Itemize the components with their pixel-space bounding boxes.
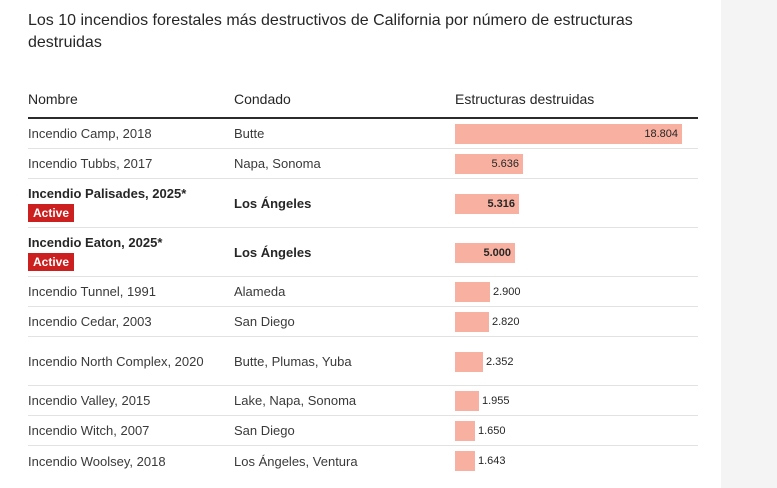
county-cell: Butte bbox=[234, 126, 265, 141]
fire-name-cell: Incendio Witch, 2007 bbox=[28, 416, 218, 445]
fire-name: Incendio Tunnel, 1991 bbox=[28, 284, 156, 299]
fire-name: Incendio Tubbs, 2017 bbox=[28, 156, 153, 171]
table-body: Incendio Camp, 2018 Butte 18.804 Incendio T… bbox=[28, 119, 698, 476]
data-label: 2.352 bbox=[486, 356, 514, 368]
fire-name: Incendio Eaton, 2025* bbox=[28, 235, 163, 250]
data-label: 1.643 bbox=[478, 455, 506, 467]
table-row: Incendio Woolsey, 2018 Los Ángeles, Ventu… bbox=[28, 446, 698, 476]
table-header: Nombre Condado Estructuras destruidas bbox=[28, 91, 698, 113]
fire-name-cell: Incendio Palisades, 2025* Active bbox=[28, 179, 218, 227]
table-row: Incendio Witch, 2007 San Diego 1.650 bbox=[28, 416, 698, 446]
fire-name-cell: Incendio Woolsey, 2018 bbox=[28, 446, 218, 476]
data-label: 18.804 bbox=[644, 128, 678, 140]
table-row: Incendio North Complex, 2020 Butte, Pluma… bbox=[28, 337, 698, 386]
bar-cell: 1.643 bbox=[455, 446, 698, 476]
chart-card: Los 10 incendios forestales más destruct… bbox=[0, 0, 721, 488]
county-cell: Butte, Plumas, Yuba bbox=[234, 353, 352, 369]
data-bar bbox=[455, 243, 515, 263]
data-bar bbox=[455, 421, 475, 441]
data-bar bbox=[455, 352, 483, 372]
table-row: Incendio Palisades, 2025* Active Los Ángel… bbox=[28, 179, 698, 228]
fire-name: Incendio Cedar, 2003 bbox=[28, 314, 152, 329]
active-badge: Active bbox=[28, 253, 75, 271]
table-row: Incendio Camp, 2018 Butte 18.804 bbox=[28, 119, 698, 149]
table-row: Incendio Tubbs, 2017 Napa, Sonoma 5.636 bbox=[28, 149, 698, 179]
fire-name-cell: Incendio Cedar, 2003 bbox=[28, 307, 218, 336]
fire-name: Incendio Palisades, 2025* bbox=[28, 186, 187, 201]
chart-title: Los 10 incendios forestales más destruct… bbox=[28, 12, 633, 51]
fire-name-cell: Incendio Tunnel, 1991 bbox=[28, 277, 218, 306]
data-label: 2.820 bbox=[492, 316, 520, 328]
fire-name: Incendio Camp, 2018 bbox=[28, 126, 152, 141]
county-cell: Lake, Napa, Sonoma bbox=[234, 393, 357, 408]
table-row: Incendio Cedar, 2003 San Diego 2.820 bbox=[28, 307, 698, 337]
county-cell: San Diego bbox=[234, 314, 295, 329]
fire-name-cell: Incendio Camp, 2018 bbox=[28, 119, 218, 148]
data-bar bbox=[455, 194, 519, 214]
data-label: 5.000 bbox=[483, 247, 511, 259]
data-label: 1.650 bbox=[478, 425, 506, 437]
data-bar bbox=[455, 391, 479, 411]
header-divider bbox=[28, 117, 698, 119]
bar-cell: 5.636 bbox=[455, 149, 698, 178]
table-row: Incendio Valley, 2015 Lake, Napa, Sonoma 1… bbox=[28, 386, 698, 416]
data-bar bbox=[455, 282, 490, 302]
data-label: 5.316 bbox=[487, 198, 515, 210]
fire-name-cell: Incendio Eaton, 2025* Active bbox=[28, 228, 218, 276]
column-header-name: Nombre bbox=[28, 91, 78, 107]
data-label: 1.955 bbox=[482, 395, 510, 407]
fire-name: Incendio Valley, 2015 bbox=[28, 393, 151, 408]
fire-name-cell: Incendio Tubbs, 2017 bbox=[28, 149, 218, 178]
county-cell: Napa, Sonoma bbox=[234, 156, 321, 171]
data-bar bbox=[455, 312, 489, 332]
fire-name-cell: Incendio North Complex, 2020 bbox=[28, 337, 218, 385]
active-badge: Active bbox=[28, 204, 75, 222]
bar-cell: 2.820 bbox=[455, 307, 698, 336]
column-header-county: Condado bbox=[234, 91, 291, 107]
bar-cell: 1.955 bbox=[455, 386, 698, 415]
data-bar bbox=[455, 154, 523, 174]
county-cell: San Diego bbox=[234, 423, 295, 438]
bar-cell: 2.352 bbox=[455, 337, 698, 385]
data-label: 2.900 bbox=[493, 286, 521, 298]
data-bar bbox=[455, 451, 475, 471]
bar-cell: 5.000 bbox=[455, 228, 698, 276]
county-cell: Los Ángeles bbox=[234, 244, 312, 260]
table-row: Incendio Eaton, 2025* Active Los Ángeles 5.… bbox=[28, 228, 698, 277]
fire-name: Incendio North Complex, 2020 bbox=[28, 353, 204, 369]
fire-name: Incendio Witch, 2007 bbox=[28, 423, 150, 438]
column-header-structures: Estructuras destruidas bbox=[455, 91, 595, 107]
fire-name-cell: Incendio Valley, 2015 bbox=[28, 386, 218, 415]
data-label: 5.636 bbox=[491, 158, 519, 170]
county-cell: Los Ángeles, Ventura bbox=[234, 453, 358, 469]
bar-cell: 1.650 bbox=[455, 416, 698, 445]
data-bar bbox=[455, 124, 682, 144]
bar-cell: 18.804 bbox=[455, 119, 698, 148]
bar-cell: 2.900 bbox=[455, 277, 698, 306]
bar-cell: 5.316 bbox=[455, 179, 698, 227]
county-cell: Alameda bbox=[234, 284, 286, 299]
county-cell: Los Ángeles bbox=[234, 195, 312, 211]
fire-name: Incendio Woolsey, 2018 bbox=[28, 453, 166, 469]
table-row: Incendio Tunnel, 1991 Alameda 2.900 bbox=[28, 277, 698, 307]
